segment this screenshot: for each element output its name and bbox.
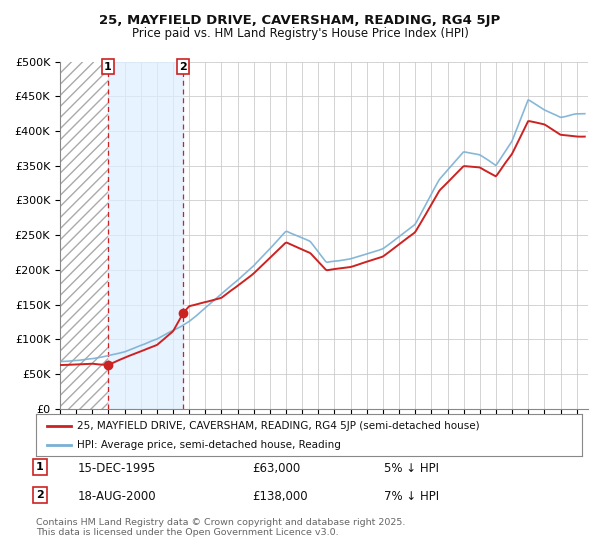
Text: 2: 2	[36, 490, 44, 500]
Text: Price paid vs. HM Land Registry's House Price Index (HPI): Price paid vs. HM Land Registry's House …	[131, 27, 469, 40]
Text: 7% ↓ HPI: 7% ↓ HPI	[384, 490, 439, 503]
Text: 25, MAYFIELD DRIVE, CAVERSHAM, READING, RG4 5JP: 25, MAYFIELD DRIVE, CAVERSHAM, READING, …	[100, 14, 500, 27]
Text: 18-AUG-2000: 18-AUG-2000	[78, 490, 157, 503]
Text: £138,000: £138,000	[252, 490, 308, 503]
Text: 15-DEC-1995: 15-DEC-1995	[78, 462, 156, 475]
Text: 1: 1	[104, 62, 112, 72]
Text: £63,000: £63,000	[252, 462, 300, 475]
Text: HPI: Average price, semi-detached house, Reading: HPI: Average price, semi-detached house,…	[77, 440, 341, 450]
Text: 2: 2	[179, 62, 187, 72]
Text: Contains HM Land Registry data © Crown copyright and database right 2025.
This d: Contains HM Land Registry data © Crown c…	[36, 518, 406, 538]
Text: 1: 1	[36, 462, 44, 472]
Bar	[108, 62, 183, 409]
Text: 5% ↓ HPI: 5% ↓ HPI	[384, 462, 439, 475]
Text: 25, MAYFIELD DRIVE, CAVERSHAM, READING, RG4 5JP (semi-detached house): 25, MAYFIELD DRIVE, CAVERSHAM, READING, …	[77, 421, 479, 431]
